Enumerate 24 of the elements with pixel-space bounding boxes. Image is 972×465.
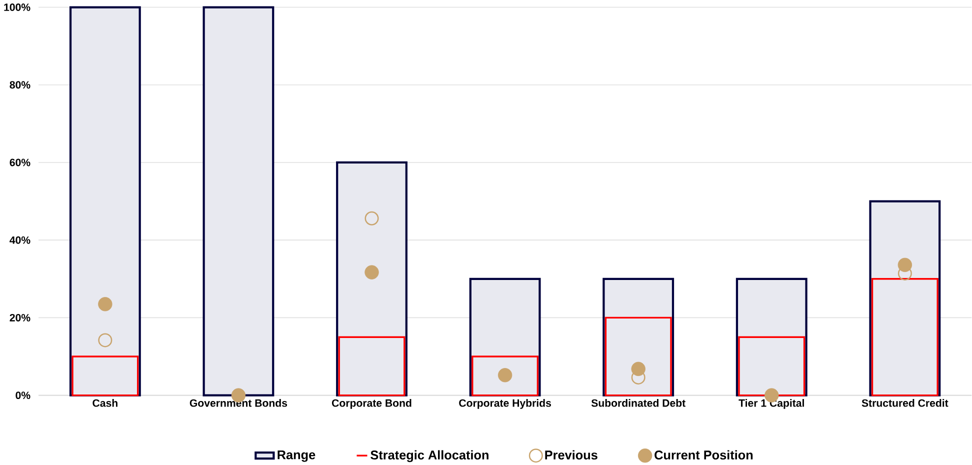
point <box>98 296 112 312</box>
y-tick-label: 100% <box>4 3 30 11</box>
y-tick-label: 0% <box>16 391 30 399</box>
point <box>364 211 379 226</box>
x-tick-label: Structured Credit <box>862 398 948 407</box>
y-tick-label: 60% <box>10 158 30 166</box>
legend-label: Range <box>278 450 316 462</box>
x-tick-label: Government Bonds <box>190 398 288 407</box>
x-tick-label: Cash <box>92 398 118 407</box>
point <box>98 333 112 348</box>
legend-label: Previous <box>545 450 598 460</box>
point <box>898 258 912 272</box>
legend-label: Current Position <box>654 450 753 460</box>
legend-label: Strategic Allocation <box>370 450 488 462</box>
bar <box>202 6 274 396</box>
y-tick-label: 40% <box>10 236 30 244</box>
y-tick-label: 80% <box>10 81 30 89</box>
point <box>364 265 379 280</box>
point <box>498 368 512 382</box>
x-tick-label: Subordinated Debt <box>591 398 686 407</box>
x-tick-label: Corporate Bond <box>332 398 412 409</box>
y-tick-label: 20% <box>10 314 30 322</box>
x-tick-label: Corporate Hybrids <box>459 398 551 409</box>
point <box>631 362 646 376</box>
